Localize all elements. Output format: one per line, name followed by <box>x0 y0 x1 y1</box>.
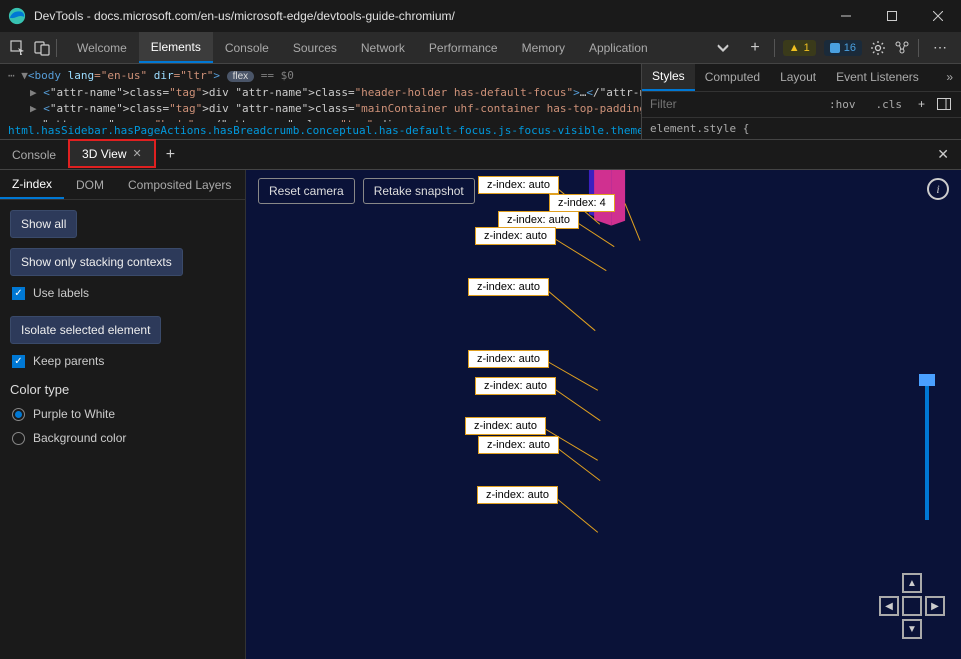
main-tab-memory[interactable]: Memory <box>510 32 577 63</box>
z-index-label: z-index: auto <box>475 227 556 245</box>
window-title: DevTools - docs.microsoft.com/en-us/micr… <box>34 9 455 23</box>
elements-panel: ⋯ ▼<body lang="en-us" dir="ltr"> flex ==… <box>0 64 961 140</box>
kebab-menu-icon[interactable]: ⋯ <box>927 39 953 56</box>
more-tabs-button[interactable] <box>710 43 736 53</box>
3d-sidebar: Z-indexDOMComposited Layers Show all Sho… <box>0 170 246 659</box>
nav-down-button[interactable]: ▼ <box>902 619 922 639</box>
minimize-button[interactable] <box>823 0 869 32</box>
subtab-composited-layers[interactable]: Composited Layers <box>116 170 243 199</box>
drawer: Console 3D View ✕ + ✕ Z-indexDOMComposit… <box>0 140 961 659</box>
main-tab-network[interactable]: Network <box>349 32 417 63</box>
zoom-slider[interactable] <box>925 380 929 520</box>
reset-camera-button[interactable]: Reset camera <box>258 178 355 204</box>
add-drawer-tab-button[interactable]: + <box>156 146 185 164</box>
main-tab-welcome[interactable]: Welcome <box>65 32 139 63</box>
main-tabs: WelcomeElementsConsoleSourcesNetworkPerf… <box>65 32 660 63</box>
main-tab-performance[interactable]: Performance <box>417 32 510 63</box>
titlebar: DevTools - docs.microsoft.com/en-us/micr… <box>0 0 961 32</box>
close-button[interactable] <box>915 0 961 32</box>
radio-icon <box>12 432 25 445</box>
subtab-z-index[interactable]: Z-index <box>0 170 64 199</box>
main-toolbar: WelcomeElementsConsoleSourcesNetworkPerf… <box>0 32 961 64</box>
info-icon[interactable]: i <box>927 178 949 200</box>
styles-tab-computed[interactable]: Computed <box>695 64 770 91</box>
dom-tree[interactable]: ⋯ ▼<body lang="en-us" dir="ltr"> flex ==… <box>0 64 641 122</box>
edge-logo-icon <box>8 7 26 25</box>
checkbox-icon: ✓ <box>12 355 25 368</box>
drawer-tab-console[interactable]: Console <box>0 140 68 169</box>
keep-parents-checkbox[interactable]: ✓ Keep parents <box>10 354 235 368</box>
styles-tab-event-listeners[interactable]: Event Listeners <box>826 64 929 91</box>
main-tab-elements[interactable]: Elements <box>139 32 213 63</box>
close-tab-icon[interactable]: ✕ <box>133 147 142 160</box>
styles-tab-layout[interactable]: Layout <box>770 64 826 91</box>
inspect-icon[interactable] <box>8 38 28 58</box>
styles-panel: StylesComputedLayoutEvent Listeners » :ho… <box>641 64 961 139</box>
radio-purple-white[interactable]: Purple to White <box>10 407 235 421</box>
separator <box>56 39 57 57</box>
customize-icon[interactable] <box>894 40 910 56</box>
breadcrumb-path: html.hasSidebar.hasPageActions.hasBreadc… <box>8 124 641 137</box>
use-labels-checkbox[interactable]: ✓ Use labels <box>10 286 235 300</box>
isolate-button[interactable]: Isolate selected element <box>10 316 161 344</box>
add-tab-button[interactable]: + <box>744 39 765 57</box>
dom-tag: <body <box>28 69 68 82</box>
main-tab-console[interactable]: Console <box>213 32 281 63</box>
z-index-label: z-index: auto <box>465 417 546 435</box>
cls-toggle[interactable]: .cls <box>869 96 908 113</box>
drawer-tabs: Console 3D View ✕ + ✕ <box>0 140 961 170</box>
retake-snapshot-button[interactable]: Retake snapshot <box>363 178 475 204</box>
nav-left-button[interactable]: ◀ <box>879 596 899 616</box>
z-index-label: z-index: auto <box>477 486 558 504</box>
separator <box>774 39 775 57</box>
dom-line[interactable]: <"attr-name">class="tag">div "attr-name"… <box>43 102 641 115</box>
zoom-thumb[interactable] <box>919 374 935 386</box>
issues-count: 16 <box>844 42 856 54</box>
issues-badge[interactable]: 16 <box>824 40 862 56</box>
checkbox-icon: ✓ <box>12 287 25 300</box>
nav-center-button[interactable] <box>902 596 922 616</box>
maximize-button[interactable] <box>869 0 915 32</box>
z-index-label: z-index: auto <box>468 350 549 368</box>
nav-up-button[interactable]: ▲ <box>902 573 922 593</box>
settings-icon[interactable] <box>870 40 886 56</box>
new-style-rule-button[interactable]: + <box>916 95 927 113</box>
main-tab-sources[interactable]: Sources <box>281 32 349 63</box>
3d-view: Z-indexDOMComposited Layers Show all Sho… <box>0 170 961 659</box>
show-all-button[interactable]: Show all <box>10 210 77 238</box>
3d-subtabs: Z-indexDOMComposited Layers <box>0 170 245 200</box>
z-index-label: z-index: 4 <box>549 194 615 212</box>
z-index-label: z-index: auto <box>468 278 549 296</box>
subtab-dom[interactable]: DOM <box>64 170 116 199</box>
dom-line[interactable]: <"attr-name">class="tag">div "attr-name"… <box>43 86 641 99</box>
computed-sidebar-toggle-icon[interactable] <box>935 96 953 112</box>
show-stacking-button[interactable]: Show only stacking contexts <box>10 248 183 276</box>
device-toggle-icon[interactable] <box>32 38 52 58</box>
nav-right-button[interactable]: ▶ <box>925 596 945 616</box>
warnings-badge[interactable]: ▲ 1 <box>783 40 816 56</box>
drawer-tab-3dview[interactable]: 3D View ✕ <box>68 139 156 168</box>
nav-arrows: ▲ ◀ ▶ ▼ <box>879 573 945 639</box>
breadcrumb[interactable]: html.hasSidebar.hasPageActions.hasBreadc… <box>0 122 641 139</box>
styles-tab-styles[interactable]: Styles <box>642 64 695 91</box>
separator <box>918 39 919 57</box>
radio-icon <box>12 408 25 421</box>
styles-tabs: StylesComputedLayoutEvent Listeners » <box>642 64 961 91</box>
layout-pill[interactable]: flex <box>227 71 255 82</box>
hov-toggle[interactable]: :hov <box>823 96 862 113</box>
element-style-block[interactable]: element.style { <box>642 118 961 139</box>
styles-filter-input[interactable] <box>650 97 815 111</box>
styles-more-button[interactable]: » <box>938 70 961 84</box>
radio-background-color[interactable]: Background color <box>10 431 235 445</box>
color-type-title: Color type <box>10 382 235 397</box>
z-index-label: z-index: auto <box>475 377 556 395</box>
z-index-label: z-index: auto <box>478 176 559 194</box>
z-index-label: z-index: auto <box>478 436 559 454</box>
3d-canvas[interactable]: Reset camera Retake snapshot i ▲ ◀ ▶ ▼ z… <box>246 170 961 659</box>
warnings-count: 1 <box>804 42 810 54</box>
main-tab-application[interactable]: Application <box>577 32 660 63</box>
close-drawer-button[interactable]: ✕ <box>925 146 961 163</box>
